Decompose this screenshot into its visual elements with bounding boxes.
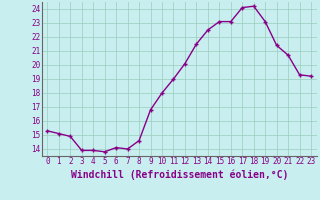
X-axis label: Windchill (Refroidissement éolien,°C): Windchill (Refroidissement éolien,°C)	[70, 169, 288, 180]
